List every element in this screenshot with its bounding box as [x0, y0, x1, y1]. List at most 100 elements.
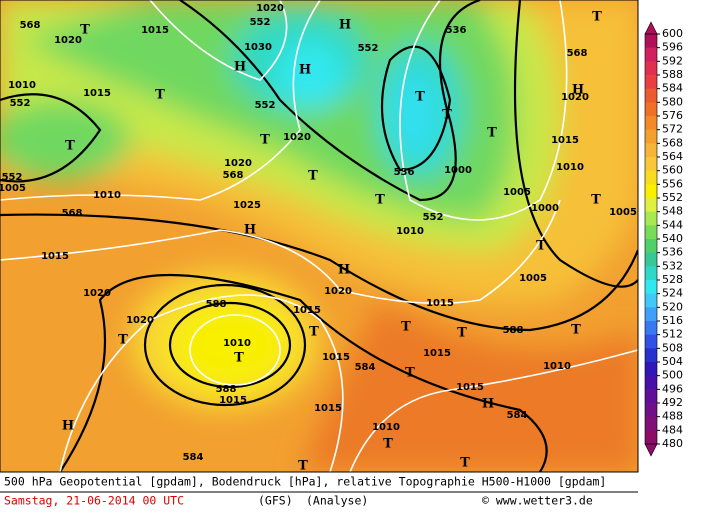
contour-label: 1020: [224, 158, 252, 169]
contour-label: 1010: [223, 338, 251, 349]
contour-label: 1020: [54, 35, 82, 46]
contour-label: 1010: [396, 226, 424, 237]
colorbar-label: 480: [662, 437, 683, 450]
contour-label: 1000: [444, 165, 472, 176]
colorbar-label: 508: [662, 341, 683, 354]
pressure-contours: [0, 0, 638, 472]
contour-label: 1015: [314, 403, 342, 414]
contour-label: 536: [394, 167, 415, 178]
pressure-center: T: [375, 193, 385, 208]
pressure-center: T: [415, 90, 425, 105]
colorbar-label: 488: [662, 410, 683, 423]
geopotential-contours: [0, 0, 638, 472]
pressure-center: T: [80, 23, 90, 38]
colorbar-swatch: [645, 170, 657, 185]
pressure-center: H: [572, 83, 584, 98]
colorbar-swatch: [645, 334, 657, 349]
footer-date: Samstag, 21-06-2014 00 UTC: [4, 494, 184, 508]
pressure-center: T: [155, 88, 165, 103]
pressure-center: T: [457, 326, 467, 341]
colorbar-label: 596: [662, 41, 683, 54]
colorbar-swatch: [645, 280, 657, 295]
contour-label: 568: [567, 48, 588, 59]
contour-label: 584: [507, 410, 528, 421]
contour-label: 552: [10, 98, 31, 109]
contour-label: 1020: [283, 132, 311, 143]
contour-label: 1015: [456, 382, 484, 393]
colorbar-swatch: [645, 375, 657, 390]
colorbar-label: 496: [662, 382, 683, 395]
pressure-center: T: [309, 325, 319, 340]
contour-label: 1015: [551, 135, 579, 146]
pressure-center: H: [62, 419, 74, 434]
pressure-center: T: [234, 351, 244, 366]
pressure-center: T: [383, 437, 393, 452]
colorbar-label: 500: [662, 369, 683, 382]
contour-label: 1020: [256, 3, 284, 14]
contour-label: 1015: [293, 305, 321, 316]
colorbar-label: 492: [662, 396, 683, 409]
colorbar-label: 564: [662, 150, 683, 163]
contour-label: 1000: [531, 203, 559, 214]
contour-label: 588: [503, 325, 524, 336]
contour-label: 1010: [556, 162, 584, 173]
colorbar-label: 540: [662, 232, 683, 245]
contour-label: 1015: [41, 251, 69, 262]
contour-label: 1015: [426, 298, 454, 309]
colorbar-label: 516: [662, 314, 683, 327]
contour-label: 1020: [561, 92, 589, 103]
contour-label: 552: [255, 100, 276, 111]
colorbar-swatch: [645, 225, 657, 240]
contour-label: 1020: [324, 286, 352, 297]
pressure-center: H: [234, 60, 246, 75]
colorbar-label: 576: [662, 109, 683, 122]
colorbar-swatch: [645, 198, 657, 213]
colorbar-label: 600: [662, 27, 683, 40]
pressure-center: T: [405, 366, 415, 381]
contour-label: 1010: [8, 80, 36, 91]
contour-label: 1015: [322, 352, 350, 363]
colorbar-label: 536: [662, 246, 683, 259]
colorbar-label: 568: [662, 136, 683, 149]
colorbar-swatch: [645, 61, 657, 76]
footer-copyright: © www.wetter3.de: [482, 494, 593, 508]
contour-label: 584: [355, 362, 376, 373]
footer-title: 500 hPa Geopotential [gpdam], Bodendruck…: [4, 475, 606, 489]
pressure-center: H: [299, 63, 311, 78]
contour-label: 1010: [543, 361, 571, 372]
colorbar-swatch: [645, 47, 657, 62]
colorbar-label: 560: [662, 164, 683, 177]
colorbar-cap-top: [644, 21, 658, 35]
pressure-center: H: [339, 18, 351, 33]
colorbar-swatch: [645, 239, 657, 254]
colorbar: 6005965925885845805765725685645605565525…: [644, 21, 683, 457]
contour-label: 536: [446, 25, 467, 36]
colorbar-swatch: [645, 321, 657, 336]
colorbar-swatch: [645, 403, 657, 418]
colorbar-swatch: [645, 129, 657, 144]
contour-label: 568: [20, 20, 41, 31]
colorbar-label: 484: [662, 423, 683, 436]
pressure-center: T: [571, 323, 581, 338]
contour-label: 1015: [219, 395, 247, 406]
colorbar-label: 544: [662, 218, 683, 231]
contour-label: 1005: [503, 187, 531, 198]
contour-label: 1020: [83, 288, 111, 299]
contour-label: 588: [216, 384, 237, 395]
colorbar-label: 504: [662, 355, 683, 368]
colorbar-label: 588: [662, 68, 683, 81]
contour-label: 1015: [423, 348, 451, 359]
pressure-center: H: [244, 223, 256, 238]
contour-label: 1015: [83, 88, 111, 99]
colorbar-swatch: [645, 157, 657, 172]
pressure-center: T: [118, 333, 128, 348]
contour-label: 584: [183, 452, 204, 463]
colorbar-label: 572: [662, 123, 683, 136]
colorbar-label: 556: [662, 177, 683, 190]
pressure-center: T: [401, 320, 411, 335]
contour-label: 1025: [233, 200, 261, 211]
pressure-center: T: [442, 108, 452, 123]
contour-label: 552: [358, 43, 379, 54]
contour-label: 552: [423, 212, 444, 223]
